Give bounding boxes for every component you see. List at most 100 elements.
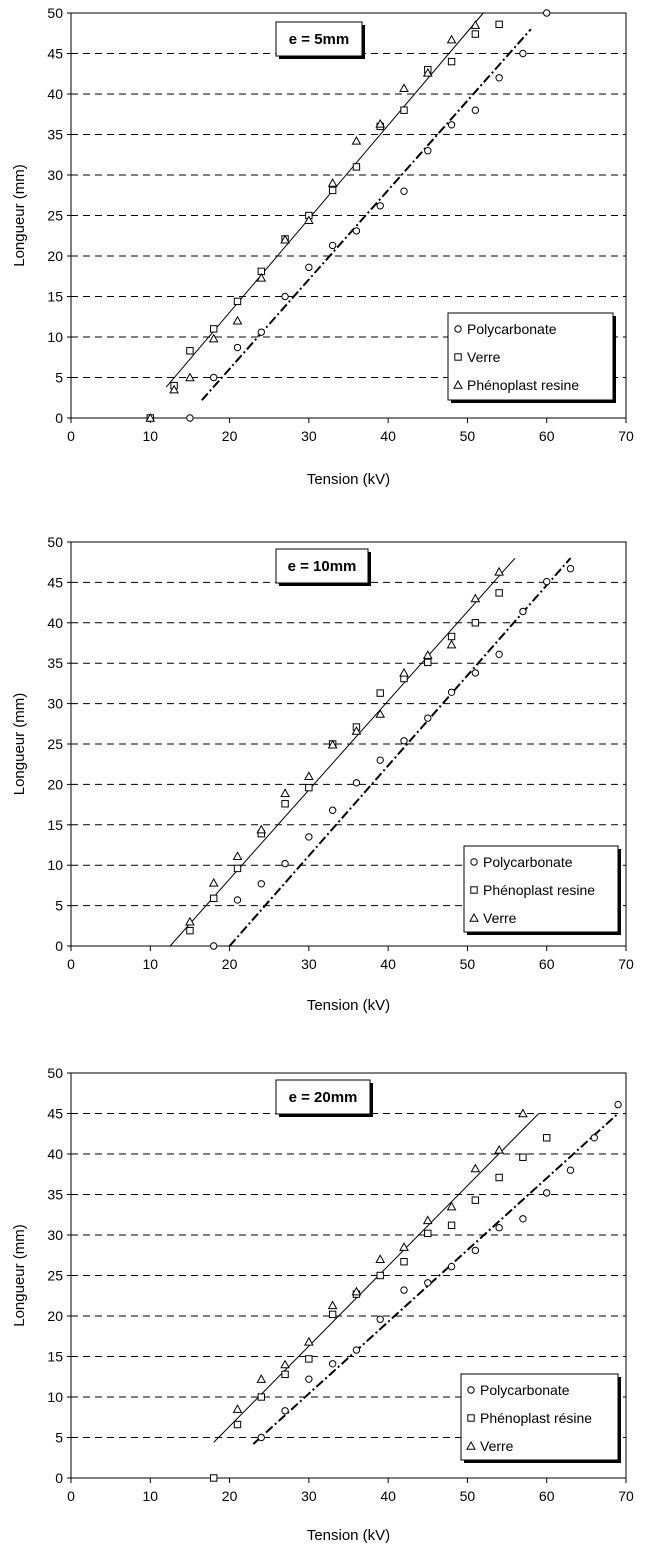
data-point — [280, 1359, 290, 1369]
data-point — [352, 227, 361, 235]
data-point — [543, 9, 551, 17]
legend-marker-square — [454, 353, 462, 361]
x-axis-label: Tension (kV) — [307, 997, 390, 1014]
data-point — [351, 726, 362, 735]
x-tick-label: 20 — [222, 428, 238, 444]
series-circle — [210, 564, 575, 950]
data-point — [376, 689, 384, 697]
y-axis-label: Longueur (mm) — [11, 1224, 28, 1327]
data-point — [186, 414, 194, 422]
chart-2: 0 5 10 15 20 25 30 35 40 45 50 0 10 20 30 40 50 60 70 Tensi… — [11, 534, 634, 1014]
data-point — [186, 347, 194, 355]
data-point — [399, 667, 409, 677]
chart-title: e = 10mm — [288, 558, 357, 575]
data-point — [543, 1134, 551, 1142]
trendline-dash-dot — [201, 28, 532, 401]
legend-marker-circle — [470, 858, 478, 866]
data-point — [210, 325, 218, 333]
y-tick-label: 15 — [47, 817, 63, 833]
y-tick-label: 15 — [47, 289, 63, 305]
data-point — [208, 333, 219, 343]
data-point — [495, 74, 503, 82]
data-point — [257, 1433, 265, 1442]
data-point — [424, 147, 432, 155]
x-axis-label: Tension (kV) — [307, 1527, 390, 1544]
data-point — [376, 202, 384, 210]
y-tick-label: 5 — [55, 1430, 63, 1446]
y-tick-label: 40 — [47, 86, 63, 102]
data-point — [471, 1246, 480, 1255]
x-tick-label: 30 — [301, 428, 317, 444]
data-point — [518, 1108, 528, 1118]
data-point — [328, 1310, 337, 1319]
y-tick-label: 40 — [47, 1146, 63, 1162]
data-point — [304, 771, 314, 781]
x-tick-label: 0 — [67, 956, 75, 972]
data-point — [281, 1370, 289, 1379]
data-point — [470, 20, 481, 29]
y-tick-label: 20 — [47, 776, 63, 792]
series-triangle — [232, 1108, 528, 1413]
series-square — [210, 1134, 551, 1482]
legend-marker-triangle — [453, 379, 463, 389]
x-axis-label: Tension (kV) — [307, 471, 390, 488]
legend-box — [447, 312, 614, 401]
data-point — [375, 118, 386, 128]
data-point — [376, 756, 384, 764]
data-point — [304, 1336, 314, 1346]
data-point — [145, 412, 156, 422]
series-circle — [257, 1100, 622, 1442]
y-tick-label: 40 — [47, 615, 63, 631]
legend-marker-circle — [467, 1386, 475, 1394]
data-point — [400, 737, 408, 745]
data-point — [495, 589, 503, 597]
trendline-solid — [213, 1113, 540, 1443]
data-point — [566, 564, 575, 573]
data-point — [495, 650, 503, 659]
data-point — [256, 272, 267, 282]
x-tick-label: 40 — [380, 428, 396, 444]
data-point — [233, 343, 242, 352]
y-tick-label: 5 — [55, 898, 63, 914]
data-point — [422, 67, 433, 77]
data-point — [328, 241, 337, 250]
data-point — [280, 788, 290, 797]
data-point — [447, 57, 456, 66]
data-point — [351, 135, 362, 145]
legend: Polycarbonate Verre Phénoplast resine — [447, 312, 616, 403]
x-tick-label: 70 — [618, 1488, 634, 1504]
legend-marker-square — [467, 1414, 475, 1422]
trendline-dash-dot — [252, 1112, 619, 1445]
data-point — [424, 1229, 432, 1238]
data-point — [257, 1393, 265, 1401]
data-point — [519, 607, 527, 616]
data-point — [328, 186, 337, 195]
data-point — [400, 187, 408, 195]
legend-label: Phénoplast resine — [467, 377, 579, 393]
data-point — [256, 1374, 267, 1383]
trendline-dash-dot — [228, 557, 572, 947]
data-point — [256, 824, 267, 834]
y-tick-label: 30 — [47, 696, 63, 712]
y-tick-label: 35 — [47, 1187, 63, 1203]
data-point — [446, 1201, 457, 1211]
data-point — [305, 1355, 313, 1363]
data-point — [614, 1100, 622, 1109]
y-tick-label: 50 — [47, 5, 63, 21]
y-tick-label: 20 — [47, 1308, 63, 1324]
data-point — [305, 833, 313, 841]
data-point — [399, 1242, 409, 1251]
chart-title: e = 5mm — [289, 31, 349, 48]
y-tick-label: 10 — [47, 329, 63, 345]
data-point — [281, 1407, 289, 1415]
data-point — [400, 106, 408, 114]
x-tick-label: 50 — [460, 1488, 476, 1504]
x-tick-label: 30 — [301, 1488, 317, 1504]
legend-box — [463, 845, 619, 933]
data-point — [494, 566, 504, 576]
data-point — [495, 1224, 503, 1232]
legend-marker-square — [470, 886, 478, 894]
data-point — [447, 1221, 456, 1229]
legend: Polycarbonate Phénoplast resine Verre — [463, 845, 621, 935]
